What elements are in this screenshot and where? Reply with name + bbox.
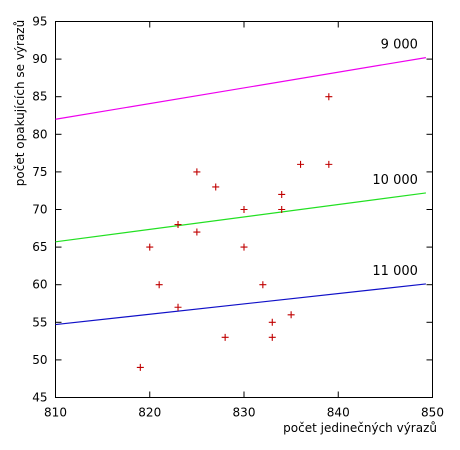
data-point: [325, 160, 333, 168]
series-line: [55, 192, 426, 243]
y-tick-label: 80: [32, 127, 47, 141]
data-point: [278, 190, 286, 198]
series-label: 9 000: [381, 38, 418, 53]
data-point: [212, 183, 220, 191]
y-tick-label: 55: [32, 315, 47, 329]
data-point: [268, 318, 276, 326]
series-label: 10 000: [372, 173, 418, 188]
y-tick-label: 60: [32, 278, 47, 292]
x-tick-label: 820: [138, 406, 161, 420]
x-tick-label: 840: [327, 406, 350, 420]
y-tick-label: 75: [32, 165, 47, 179]
data-point: [259, 281, 267, 289]
y-tick-label: 95: [32, 15, 47, 29]
data-point: [240, 243, 248, 251]
y-tick-label: 45: [32, 391, 47, 405]
x-tick-label: 850: [421, 406, 444, 420]
data-point: [325, 93, 333, 101]
x-tick-label: 830: [233, 406, 256, 420]
data-point: [155, 281, 163, 289]
data-point: [240, 206, 248, 213]
y-tick-label: 65: [32, 240, 47, 254]
series-line: [55, 57, 427, 120]
data-point: [136, 363, 144, 371]
y-tick-label: 70: [32, 203, 47, 217]
data-point: [174, 303, 182, 311]
x-axis-label: počet jedinečných výrazů: [283, 421, 437, 435]
x-tick-label: 810: [44, 406, 67, 420]
data-point: [278, 206, 286, 213]
data-point: [146, 243, 154, 251]
y-tick-label: 90: [32, 52, 47, 66]
y-axis-label: počet opakujících se výrazů: [13, 20, 27, 186]
data-point: [268, 333, 276, 341]
series-line: [55, 283, 426, 326]
series-label: 11 000: [372, 264, 418, 279]
data-point: [287, 311, 295, 319]
data-point: [193, 228, 201, 236]
data-point: [193, 168, 201, 176]
y-tick-label: 85: [32, 90, 47, 104]
y-tick-label: 50: [32, 353, 47, 367]
data-point: [221, 333, 229, 341]
data-point: [297, 160, 305, 168]
data-point: [174, 221, 182, 229]
